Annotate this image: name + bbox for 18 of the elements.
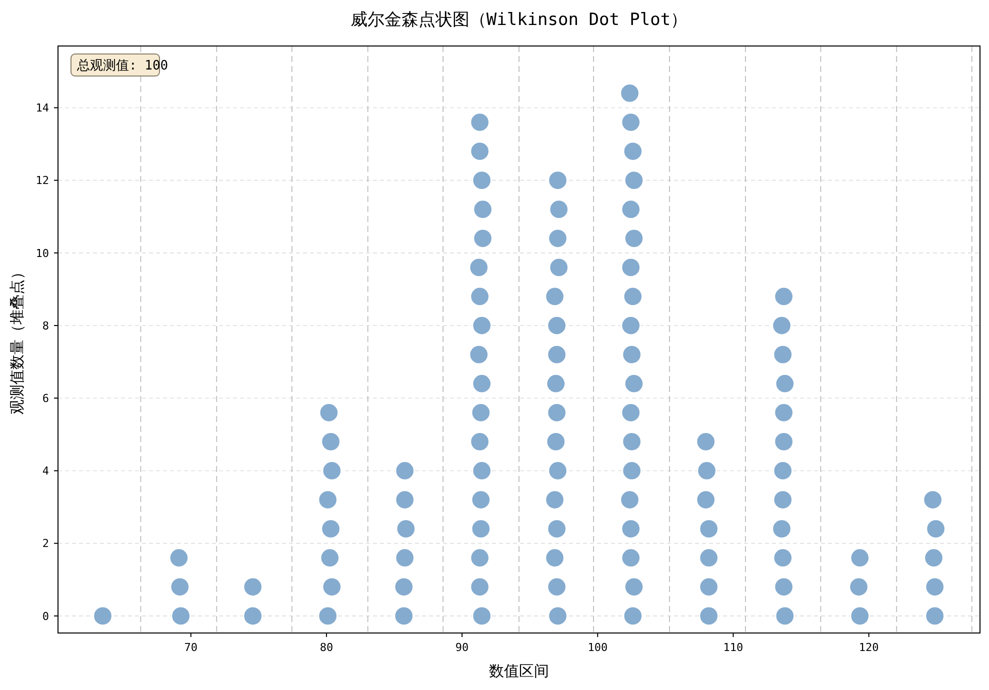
x-tick-label: 80 [320,641,334,654]
y-tick-label: 8 [42,319,49,332]
y-tick-label: 4 [42,464,50,478]
x-tick-label: 110 [723,641,744,654]
y-axis-title: 观测值数量（堆叠点） [8,264,26,414]
x-tick-label: 70 [184,641,198,654]
chart-title: 威尔金森点状图（Wilkinson Dot Plot） [350,10,688,30]
y-tick-label: 12 [36,174,49,188]
x-axis-title: 数值区间 [489,662,549,680]
x-tick-label: 120 [858,641,879,654]
annotation: 总观测值: 100 [76,58,168,74]
x-tick-label: 90 [455,641,469,654]
y-tick-label: 14 [36,102,50,115]
y-tick-label: 10 [36,246,49,260]
x-tick-label: 100 [588,641,608,654]
y-tick-label: 6 [42,392,49,405]
y-tick-label: 2 [42,537,49,550]
y-tick-label: 0 [42,610,49,623]
